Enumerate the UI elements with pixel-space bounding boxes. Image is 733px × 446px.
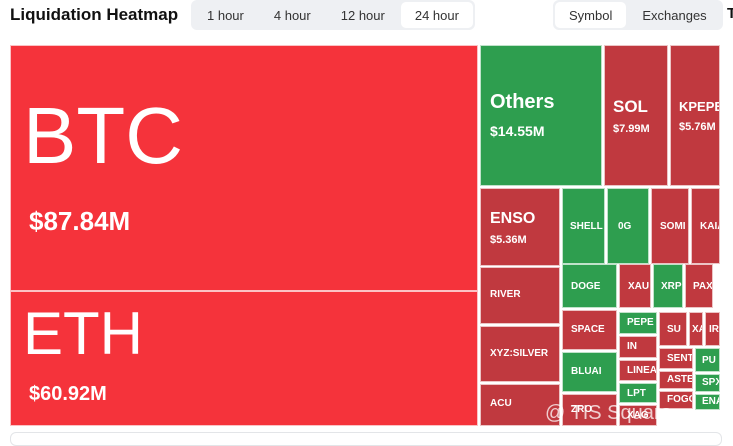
tile-label: XRP bbox=[661, 281, 682, 292]
view-button[interactable]: Symbol bbox=[555, 2, 627, 28]
treemap-tile[interactable]: PU bbox=[695, 348, 720, 372]
tile-label: XA bbox=[692, 324, 702, 335]
tile-value: $14.55M bbox=[490, 123, 545, 139]
tile-label: ASTE bbox=[667, 374, 693, 385]
treemap-tile[interactable]: SHELL bbox=[562, 188, 605, 264]
watermark: @ TIS Square bbox=[545, 402, 672, 424]
tile-label: KPEPE bbox=[679, 99, 720, 114]
tile-label: IN bbox=[627, 341, 637, 352]
time-range-button[interactable]: 4 hour bbox=[273, 7, 311, 23]
treemap-tile[interactable]: LINEA bbox=[619, 360, 657, 381]
treemap-tile[interactable]: XRP bbox=[653, 264, 683, 308]
tile-label: XAG bbox=[627, 410, 649, 421]
tile-label: ZRO bbox=[571, 404, 593, 415]
treemap: BTC $87.84M ETH $60.92M Others $14.55M SOL $7.9… bbox=[10, 45, 720, 426]
treemap-tile[interactable]: SPACE bbox=[562, 310, 617, 350]
tile-label: ETH bbox=[23, 300, 143, 367]
cut-off-text: T bbox=[727, 5, 733, 22]
tile-label: DOGE bbox=[571, 281, 601, 292]
tile-label: Others bbox=[490, 91, 555, 113]
tile-label: PAXG bbox=[693, 281, 713, 292]
treemap-tile[interactable]: ETH $60.92M bbox=[10, 291, 478, 426]
tile-label: IR bbox=[709, 324, 719, 335]
tile-label: SPX bbox=[702, 377, 719, 388]
tile-label: BTC bbox=[23, 91, 183, 180]
treemap-tile[interactable]: ENSO $5.36M bbox=[480, 188, 560, 266]
tile-label: ENA bbox=[702, 396, 719, 407]
tile-label: SENT bbox=[667, 353, 693, 364]
tile-value: $60.92M bbox=[29, 383, 107, 405]
tile-value: $87.84M bbox=[29, 206, 131, 236]
treemap-tile[interactable]: ASTE bbox=[659, 371, 693, 389]
treemap-tile[interactable]: LPT bbox=[619, 383, 657, 403]
view-group: Symbol Exchanges bbox=[553, 0, 723, 30]
tile-value: $5.36M bbox=[490, 234, 527, 246]
treemap-tile[interactable]: ACU bbox=[480, 384, 560, 426]
tile-label: SU bbox=[667, 324, 681, 335]
tile-label: ENSO bbox=[490, 210, 536, 227]
tile-label: 0G bbox=[618, 221, 632, 232]
treemap-tile[interactable]: KAIA bbox=[691, 188, 720, 264]
tile-value: $7.99M bbox=[613, 123, 650, 135]
tile-label: RIVER bbox=[490, 289, 521, 300]
treemap-tile[interactable]: PAXG bbox=[685, 264, 713, 308]
time-range-button[interactable]: 1 hour bbox=[207, 7, 244, 23]
treemap-tile[interactable]: RIVER bbox=[480, 267, 560, 324]
treemap-tile[interactable]: ENA bbox=[695, 394, 720, 410]
treemap-tile[interactable]: BTC $87.84M bbox=[10, 45, 478, 291]
tile-value: $5.76M bbox=[679, 121, 716, 133]
treemap-tile[interactable]: 0G bbox=[607, 188, 649, 264]
treemap-tile[interactable]: SU bbox=[659, 312, 687, 346]
treemap-tile[interactable]: XYZ:SILVER bbox=[480, 326, 560, 382]
treemap-tile[interactable]: IR bbox=[705, 312, 720, 346]
time-range-button[interactable]: 24 hour bbox=[400, 2, 473, 28]
treemap-tile[interactable]: KPEPE $5.76M bbox=[670, 45, 720, 186]
tile-label: BLUAI bbox=[571, 366, 602, 377]
treemap-tile[interactable]: XA bbox=[689, 312, 703, 346]
treemap-tile[interactable]: ZRO bbox=[562, 394, 617, 426]
tile-label: XAU bbox=[628, 281, 650, 292]
time-range-button[interactable]: 12 hour bbox=[340, 7, 385, 23]
treemap-tile[interactable]: BLUAI bbox=[562, 352, 617, 392]
bottom-panel bbox=[10, 432, 722, 446]
treemap-tile[interactable]: XAU bbox=[619, 264, 651, 308]
treemap-tile[interactable]: SENT bbox=[659, 348, 693, 369]
tile-label: LPT bbox=[627, 388, 646, 399]
treemap-tile[interactable]: SPX bbox=[695, 374, 720, 392]
page-title: Liquidation Heatmap bbox=[10, 5, 179, 24]
tile-label: PU bbox=[702, 355, 716, 366]
treemap-tile[interactable]: IN bbox=[619, 336, 657, 358]
tile-label: LINEA bbox=[627, 365, 657, 376]
time-range-group: 1 hour 4 hour 12 hour 24 hour bbox=[191, 0, 475, 30]
treemap-tile[interactable]: Others $14.55M bbox=[480, 45, 602, 186]
tile-label: ACU bbox=[490, 398, 512, 409]
treemap-tile[interactable]: FOGO bbox=[659, 391, 693, 409]
tile-label: PEPE bbox=[627, 317, 654, 328]
treemap-tile[interactable]: SOL $7.99M bbox=[604, 45, 668, 186]
treemap-tile[interactable]: XAG bbox=[619, 405, 657, 426]
view-button[interactable]: Exchanges bbox=[642, 7, 707, 23]
tile-label: SOMI bbox=[660, 221, 686, 232]
treemap-tile[interactable]: DOGE bbox=[562, 264, 617, 308]
tile-label: XYZ:SILVER bbox=[490, 348, 549, 359]
treemap-tile[interactable]: SOMI bbox=[651, 188, 689, 264]
tile-label: SOL bbox=[613, 97, 648, 116]
tile-label: KAIA bbox=[700, 221, 719, 232]
tile-label: SHELL bbox=[570, 221, 603, 232]
treemap-tile[interactable]: PEPE bbox=[619, 312, 657, 334]
tile-label: FOGO bbox=[667, 394, 692, 405]
tile-label: SPACE bbox=[571, 324, 605, 335]
